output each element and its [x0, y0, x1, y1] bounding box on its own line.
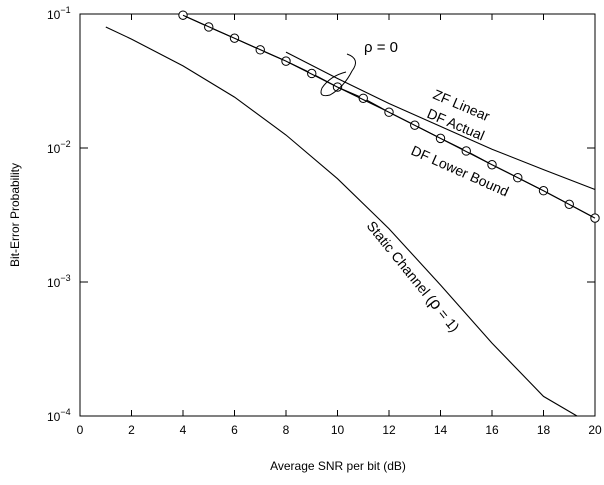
y-tick-exponent: −4 — [60, 407, 70, 417]
y-tick-label: 10−4 — [47, 407, 71, 424]
y-axis-title: Bit-Error Probability — [8, 163, 22, 267]
y-tick-label: 10−3 — [47, 273, 71, 290]
y-tick-exponent: −3 — [60, 273, 70, 283]
label-static-prefix: Static Channel ( — [364, 218, 439, 306]
y-tick-base: 10 — [47, 142, 61, 156]
x-tick-label: 4 — [180, 423, 187, 437]
plot-frame — [79, 13, 596, 417]
x-tick-label: 2 — [128, 423, 135, 437]
y-tick-exponent: −2 — [60, 139, 70, 149]
x-tick-label: 20 — [588, 423, 602, 437]
y-tick-exponent: −1 — [60, 5, 70, 15]
x-tick-label: 6 — [231, 423, 238, 437]
label-static-channel: Static Channel (ρ = 1) — [363, 217, 464, 336]
rho-annotation-loop — [320, 53, 357, 97]
y-tick-base: 10 — [47, 8, 61, 22]
x-tick-label: 16 — [485, 423, 499, 437]
x-tick-label: 12 — [382, 423, 396, 437]
y-tick-label: 10−2 — [47, 139, 71, 156]
series-line-df-lower-bound — [182, 14, 596, 219]
curve-labels: ZF Linear DF Actual DF Lower Bound Stati… — [320, 39, 511, 336]
series-layer — [105, 10, 600, 417]
y-tick-base: 10 — [47, 276, 61, 290]
series-line-zf-linear — [285, 51, 596, 191]
data-point-df-actual — [307, 68, 317, 79]
x-tick-label: 8 — [283, 423, 290, 437]
x-axis-title: Average SNR per bit (dB) — [270, 459, 406, 473]
x-tick-label: 10 — [331, 423, 345, 437]
data-point-df-actual — [178, 10, 188, 20]
axis-titles: Average SNR per bit (dB) Bit-Error Proba… — [8, 163, 406, 473]
x-tick-label: 0 — [77, 423, 84, 437]
x-tick-label: 18 — [537, 423, 551, 437]
plot-border — [79, 13, 596, 417]
rho-annotation: ρ = 0 — [364, 39, 398, 56]
x-tick-label: 14 — [434, 423, 448, 437]
series-line-static-channel — [105, 26, 578, 417]
y-tick-base: 10 — [47, 410, 61, 424]
y-tick-label: 10−1 — [47, 5, 71, 22]
